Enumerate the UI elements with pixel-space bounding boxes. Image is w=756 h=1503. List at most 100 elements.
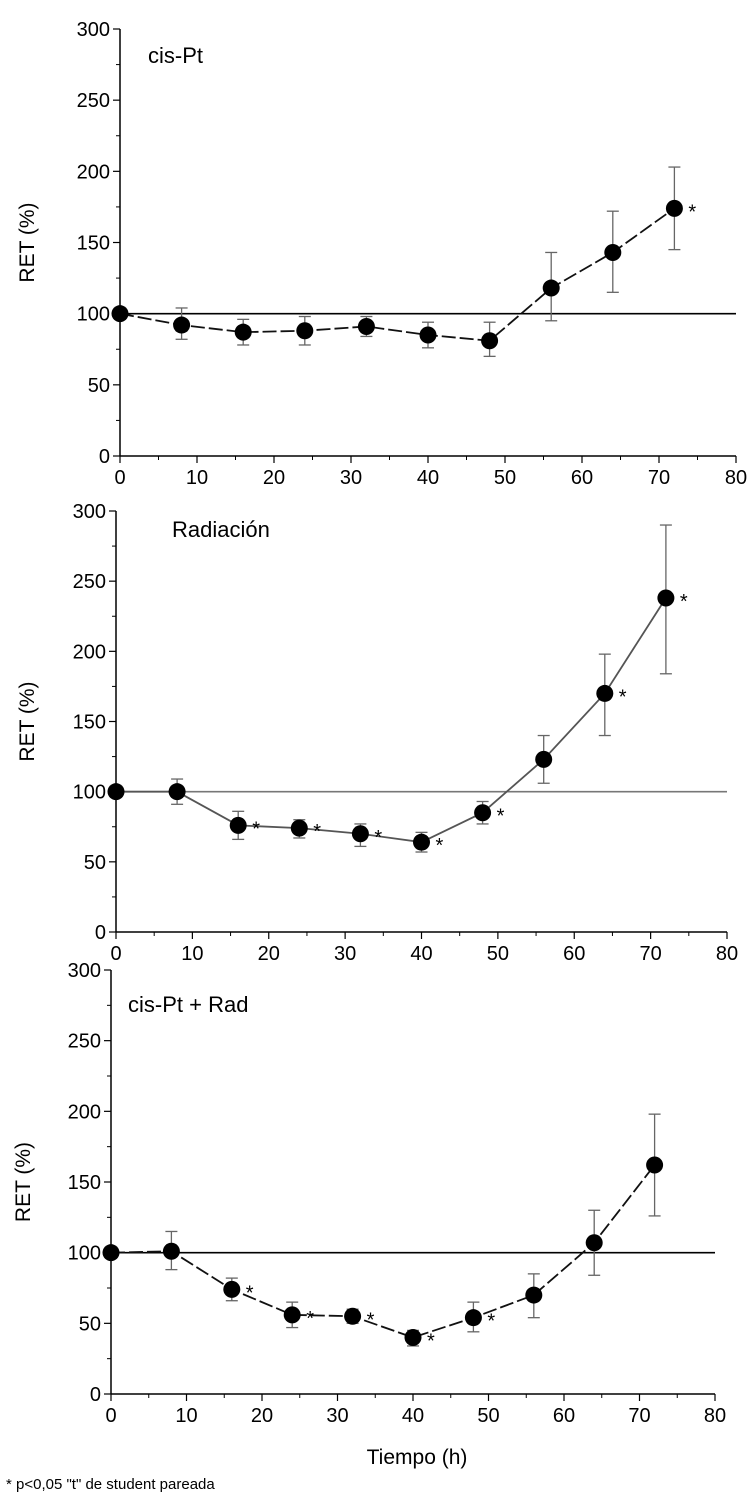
data-point xyxy=(290,819,308,837)
x-tick-label: 50 xyxy=(487,943,509,965)
data-point xyxy=(596,684,614,702)
significance-star: * xyxy=(487,1311,495,1333)
x-tick-label: 70 xyxy=(640,943,662,965)
x-tick-label: 30 xyxy=(326,1405,348,1427)
y-tick-label: 300 xyxy=(68,960,101,982)
x-tick-label: 10 xyxy=(175,1405,197,1427)
significance-star: * xyxy=(246,1282,254,1304)
data-point xyxy=(604,243,622,261)
y-tick-label: 100 xyxy=(73,782,106,804)
x-tick-label: 30 xyxy=(340,467,362,489)
panel-label: cis-Pt xyxy=(148,43,203,68)
data-point xyxy=(168,783,186,801)
x-tick-label: 60 xyxy=(563,943,585,965)
y-tick-label: 200 xyxy=(68,1101,101,1123)
y-tick-label: 50 xyxy=(84,852,106,874)
y-tick-label: 250 xyxy=(68,1031,101,1053)
x-tick-label: 60 xyxy=(553,1405,575,1427)
x-tick-label: 30 xyxy=(334,943,356,965)
data-point xyxy=(481,332,499,350)
data-point xyxy=(351,825,369,843)
y-tick-label: 150 xyxy=(77,233,110,255)
data-point xyxy=(665,199,683,217)
x-tick-label: 20 xyxy=(251,1405,273,1427)
x-tick-label: 80 xyxy=(725,467,747,489)
data-point xyxy=(542,279,560,297)
data-point xyxy=(646,1156,664,1174)
series-line xyxy=(110,1164,656,1339)
y-tick-label: 300 xyxy=(77,19,110,41)
x-tick-label: 0 xyxy=(114,467,125,489)
y-tick-label: 150 xyxy=(68,1172,101,1194)
x-tick-label: 40 xyxy=(402,1405,424,1427)
panel-label-bg xyxy=(148,508,328,548)
data-point xyxy=(223,1280,241,1298)
data-point xyxy=(404,1328,422,1346)
y-tick-label: 50 xyxy=(79,1313,101,1335)
x-tick-label: 70 xyxy=(628,1405,650,1427)
data-point xyxy=(229,816,247,834)
data-point xyxy=(535,750,553,768)
x-tick-label: 50 xyxy=(494,467,516,489)
significance-star: * xyxy=(436,835,444,857)
data-point xyxy=(585,1234,603,1252)
data-point xyxy=(283,1306,301,1324)
data-point xyxy=(464,1309,482,1327)
y-tick-label: 200 xyxy=(73,641,106,663)
data-point xyxy=(344,1307,362,1325)
data-point xyxy=(296,322,314,340)
y-tick-label: 50 xyxy=(88,375,110,397)
y-tick-label: 250 xyxy=(73,571,106,593)
y-tick-label: 150 xyxy=(73,712,106,734)
data-point xyxy=(419,326,437,344)
chart-panel-3: 0 50 100 150 200 250 300 0 10 20 30 40 50 60 70 80 RET (… xyxy=(12,960,726,1469)
y-tick-label: 0 xyxy=(95,922,106,944)
x-tick-label: 40 xyxy=(417,467,439,489)
chart-panel-1: 0 50 100 150 200 250 300 0 10 20 30 40 50 60 70 80 RET (… xyxy=(16,19,747,489)
significance-star: * xyxy=(374,827,382,849)
x-tick-label: 0 xyxy=(105,1405,116,1427)
y-tick-label: 100 xyxy=(68,1243,101,1265)
series-line xyxy=(119,207,675,342)
x-tick-label: 40 xyxy=(410,943,432,965)
data-point xyxy=(357,317,375,335)
y-axis-title: RET (%) xyxy=(16,202,39,282)
y-tick-label: 200 xyxy=(77,161,110,183)
x-tick-label: 50 xyxy=(477,1405,499,1427)
data-point xyxy=(107,783,125,801)
panel-label: Radiación xyxy=(172,517,270,542)
significance-star: * xyxy=(688,201,696,223)
significance-star: * xyxy=(313,821,321,843)
y-tick-label: 0 xyxy=(90,1384,101,1406)
data-point xyxy=(173,316,191,334)
data-point xyxy=(657,589,675,607)
data-point xyxy=(102,1244,120,1262)
x-tick-label: 80 xyxy=(704,1405,726,1427)
chart-panel-2: 0 50 100 150 200 250 300 0 10 20 30 40 50 60 70 80 RET (… xyxy=(16,501,738,965)
x-tick-label: 80 xyxy=(716,943,738,965)
significance-star: * xyxy=(497,806,505,828)
significance-star: * xyxy=(619,686,627,708)
x-tick-label: 0 xyxy=(110,943,121,965)
footnote: * p<0,05 "t" de student pareada xyxy=(6,1476,215,1493)
x-axis-title: Tiempo (h) xyxy=(367,1446,468,1469)
panel-label: cis-Pt + Rad xyxy=(128,992,248,1017)
x-tick-label: 10 xyxy=(186,467,208,489)
series-line xyxy=(116,597,667,844)
x-tick-label: 70 xyxy=(648,467,670,489)
data-point xyxy=(413,833,430,851)
data-point xyxy=(474,804,492,822)
y-axis-title: RET (%) xyxy=(12,1142,35,1222)
x-tick-label: 20 xyxy=(258,943,280,965)
x-tick-label: 10 xyxy=(181,943,203,965)
data-point xyxy=(234,323,252,341)
significance-star: * xyxy=(306,1308,314,1330)
significance-star: * xyxy=(427,1330,435,1352)
data-point xyxy=(162,1242,180,1260)
y-tick-label: 300 xyxy=(73,501,106,523)
significance-star: * xyxy=(680,591,688,613)
y-tick-label: 250 xyxy=(77,90,110,112)
x-tick-label: 20 xyxy=(263,467,285,489)
data-point xyxy=(111,305,129,323)
y-tick-label: 0 xyxy=(99,446,110,468)
